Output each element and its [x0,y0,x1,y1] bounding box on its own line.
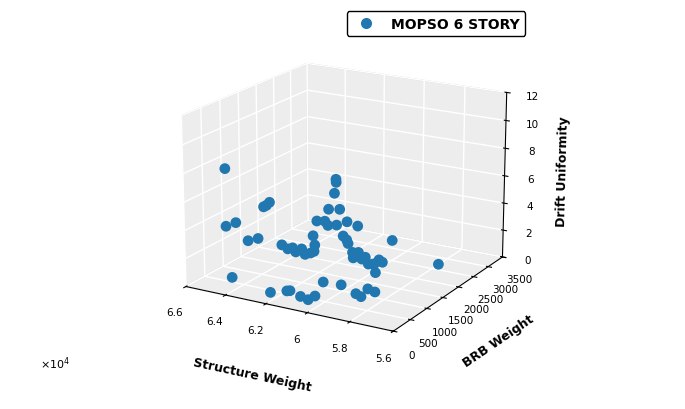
Text: $\times10^4$: $\times10^4$ [40,355,70,371]
Y-axis label: BRB Weight: BRB Weight [460,312,536,369]
Legend: MOPSO 6 STORY: MOPSO 6 STORY [347,12,525,37]
X-axis label: Structure Weight: Structure Weight [192,356,313,393]
